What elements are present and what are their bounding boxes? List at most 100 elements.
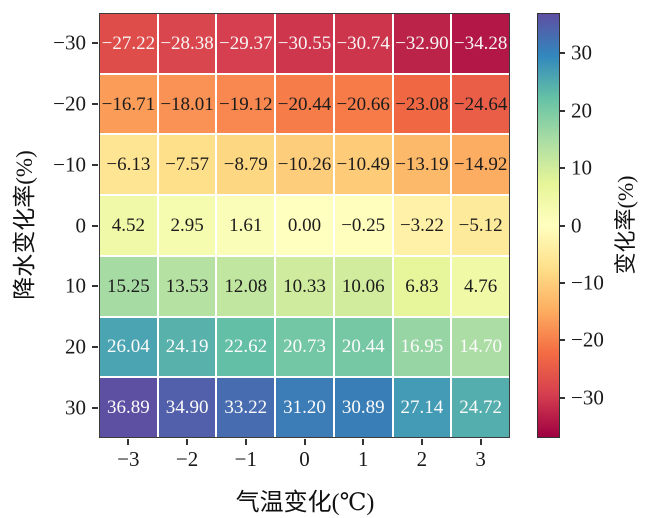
heatmap-cell: −8.79 <box>217 135 275 195</box>
heatmap-cell: 33.22 <box>217 378 275 437</box>
heatmap-cell: 24.19 <box>158 317 216 377</box>
x-axis-label: 气温变化(℃) <box>235 490 375 516</box>
heatmap-cell-value: −29.37 <box>219 32 273 54</box>
heatmap-cell-value: 13.53 <box>165 275 209 297</box>
heatmap-cell: −19.12 <box>217 74 275 134</box>
heatmap-cell: 22.62 <box>217 317 275 377</box>
heatmap-cell: 20.73 <box>276 317 333 377</box>
heatmap-cell: −32.90 <box>393 14 451 73</box>
x-tick-label: −3 <box>117 447 140 471</box>
y-tick-mark <box>92 103 98 106</box>
heatmap-cell-value: 30.89 <box>341 397 385 419</box>
heatmap-cell-value: 24.72 <box>459 397 503 419</box>
x-tick-mark <box>479 439 482 445</box>
y-tick-label: 0 <box>75 213 87 237</box>
heatmap-cell-value: −13.19 <box>395 154 449 176</box>
heatmap-cell-value: −28.38 <box>160 32 214 54</box>
heatmap-cell: −24.64 <box>452 74 509 134</box>
y-tick-mark <box>92 42 98 45</box>
colorbar-tick-mark <box>560 52 565 55</box>
heatmap-cell-value: 36.89 <box>106 397 150 419</box>
heatmap-cell-value: −7.57 <box>165 154 210 176</box>
heatmap-cell-value: −14.92 <box>453 154 508 176</box>
heatmap-cell-value: 10.06 <box>341 275 385 297</box>
heatmap-cell-value: 12.08 <box>224 275 268 297</box>
heatmap-cell-value: −10.26 <box>277 154 332 176</box>
heatmap-cell: 6.83 <box>393 256 451 316</box>
y-tick-label: 20 <box>65 334 86 359</box>
heatmap-cell-value: −5.12 <box>458 214 503 236</box>
heatmap-cell: −14.92 <box>452 135 509 195</box>
heatmap-cell-value: 16.95 <box>400 336 444 358</box>
colorbar-gradient <box>537 13 560 438</box>
heatmap-cell-value: −30.55 <box>277 32 332 54</box>
heatmap-cell: 10.06 <box>334 256 392 316</box>
heatmap-cell: −27.22 <box>100 14 157 73</box>
heatmap-grid: −27.22 −28.38 −29.37 −30.55 −30.74 −32.90 −34.… <box>99 13 510 438</box>
heatmap-cell: −16.71 <box>100 74 157 134</box>
y-tick-mark <box>92 345 98 348</box>
y-tick-label: −10 <box>53 152 86 177</box>
colorbar-tick-label: 20 <box>571 98 592 123</box>
heatmap-cell: −29.37 <box>217 14 275 73</box>
colorbar-tick-label: 10 <box>571 155 592 180</box>
x-tick-mark <box>420 439 423 445</box>
colorbar-tick-label: 30 <box>571 40 592 65</box>
colorbar-tick-label: −10 <box>571 270 604 295</box>
heatmap-cell-value: 33.22 <box>224 397 268 419</box>
heatmap-cell: 27.14 <box>393 378 451 437</box>
colorbar-tick-mark <box>560 167 565 170</box>
x-tick-label: −2 <box>175 447 199 471</box>
colorbar-tick-label: −30 <box>571 385 604 410</box>
heatmap-cell: 34.90 <box>158 378 216 437</box>
heatmap-cell: 4.76 <box>452 256 509 316</box>
colorbar-tick-mark <box>560 396 565 399</box>
heatmap-cell-value: −20.66 <box>336 93 390 115</box>
heatmap-cell: 14.70 <box>452 317 509 377</box>
heatmap-cell-value: −6.13 <box>106 154 151 176</box>
heatmap-cell: −30.55 <box>276 14 333 73</box>
heatmap-cell-value: 34.90 <box>165 397 209 419</box>
heatmap-cell: −13.19 <box>393 135 451 195</box>
heatmap-cell-value: 4.76 <box>464 275 498 297</box>
heatmap-cell: 30.89 <box>334 378 392 437</box>
heatmap-cell-value: −20.44 <box>277 93 332 115</box>
heatmap-cell-value: −0.25 <box>341 214 386 236</box>
heatmap-cell: −7.57 <box>158 135 216 195</box>
y-tick-mark <box>92 224 98 227</box>
colorbar-tick-mark <box>560 224 565 227</box>
x-tick-label: 1 <box>357 447 369 471</box>
x-tick-mark <box>303 439 306 445</box>
heatmap-cell-value: 27.14 <box>400 397 444 419</box>
heatmap-cell-value: 1.61 <box>229 214 263 236</box>
heatmap-cell-value: 22.62 <box>224 336 268 358</box>
colorbar-tick-mark <box>560 339 565 342</box>
heatmap-cell: −6.13 <box>100 135 157 195</box>
heatmap-cell: 10.33 <box>276 256 333 316</box>
heatmap-cell-value: −30.74 <box>336 32 390 54</box>
colorbar-tick-label: 0 <box>571 213 582 237</box>
heatmap-cell-value: 10.33 <box>283 275 326 297</box>
heatmap-cell: 36.89 <box>100 378 157 437</box>
heatmap-cell: −0.25 <box>334 196 392 255</box>
heatmap-cell-value: −19.12 <box>219 93 273 115</box>
colorbar-tick-label: −20 <box>571 327 604 352</box>
heatmap-cell: −20.44 <box>276 74 333 134</box>
x-tick-label: −1 <box>234 447 257 471</box>
heatmap-cell: 12.08 <box>217 256 275 316</box>
y-tick-mark <box>92 163 98 166</box>
heatmap-cell-value: 6.83 <box>405 275 439 297</box>
heatmap-cell: −3.22 <box>393 196 451 255</box>
y-tick-label: 10 <box>65 273 86 298</box>
y-tick-mark <box>92 406 98 409</box>
heatmap-cell-value: 26.04 <box>106 336 150 358</box>
heatmap-cell-value: 14.70 <box>459 336 503 358</box>
heatmap-cell-value: −16.71 <box>101 93 156 115</box>
heatmap-cell-value: 20.44 <box>341 336 385 358</box>
heatmap-cell: 0.00 <box>276 196 333 255</box>
x-tick-mark <box>362 439 365 445</box>
heatmap-cell: −23.08 <box>393 74 451 134</box>
heatmap-cell: 31.20 <box>276 378 333 437</box>
x-tick-mark <box>186 439 189 445</box>
